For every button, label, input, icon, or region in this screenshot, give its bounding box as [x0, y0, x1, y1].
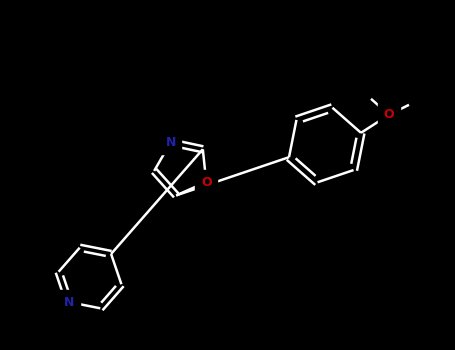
Text: N: N	[64, 295, 74, 309]
Text: N: N	[166, 136, 176, 149]
Text: O: O	[201, 175, 212, 189]
Text: O: O	[384, 108, 394, 121]
